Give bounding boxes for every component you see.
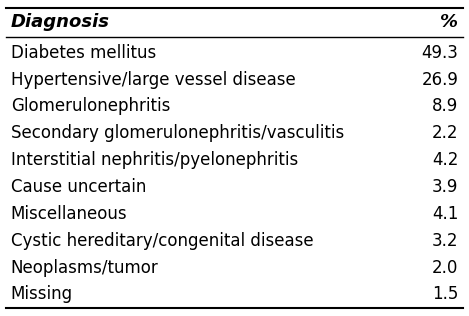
Text: Diabetes mellitus: Diabetes mellitus: [11, 44, 156, 62]
Text: %: %: [440, 13, 458, 31]
Text: 26.9: 26.9: [422, 70, 458, 88]
Text: 3.2: 3.2: [432, 232, 458, 250]
Text: Glomerulonephritis: Glomerulonephritis: [11, 97, 170, 115]
Text: 4.2: 4.2: [432, 151, 458, 169]
Text: Miscellaneous: Miscellaneous: [11, 205, 128, 223]
Text: Secondary glomerulonephritis/vasculitis: Secondary glomerulonephritis/vasculitis: [11, 124, 344, 142]
Text: Cause uncertain: Cause uncertain: [11, 178, 146, 196]
Text: 2.2: 2.2: [432, 124, 458, 142]
Text: Diagnosis: Diagnosis: [11, 13, 110, 31]
Text: 4.1: 4.1: [432, 205, 458, 223]
Text: Missing: Missing: [11, 285, 73, 303]
Text: 2.0: 2.0: [432, 258, 458, 276]
Text: Interstitial nephritis/pyelonephritis: Interstitial nephritis/pyelonephritis: [11, 151, 298, 169]
Text: 1.5: 1.5: [432, 285, 458, 303]
Text: 8.9: 8.9: [432, 97, 458, 115]
Text: Neoplasms/tumor: Neoplasms/tumor: [11, 258, 159, 276]
Text: Cystic hereditary/congenital disease: Cystic hereditary/congenital disease: [11, 232, 313, 250]
Text: Hypertensive/large vessel disease: Hypertensive/large vessel disease: [11, 70, 295, 88]
Text: 49.3: 49.3: [422, 44, 458, 62]
Text: 3.9: 3.9: [432, 178, 458, 196]
